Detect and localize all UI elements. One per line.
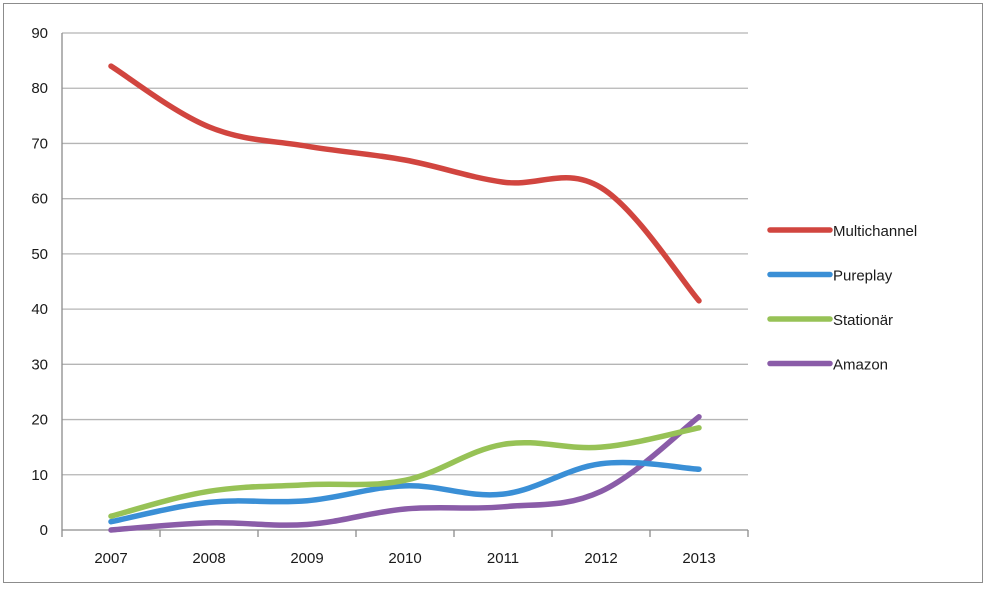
- x-tick-label: 2009: [290, 550, 323, 567]
- series-line-amazon: [108, 414, 702, 533]
- x-axis: 2007 2008 2009 2010 2011 2012 2013: [61, 529, 749, 567]
- x-tick-label: 2008: [192, 550, 225, 567]
- legend-label-station-r: Stationär: [833, 312, 893, 329]
- legend-label-pureplay: Pureplay: [833, 268, 893, 285]
- x-tick-label: 2013: [682, 550, 715, 567]
- legend: Multichannel Pureplay Stationär Amazon: [767, 223, 917, 374]
- y-tick-label: 10: [31, 467, 48, 484]
- y-axis: 0 10 20 30 40 50 60 70 80 90: [31, 25, 63, 539]
- chart-frame: [3, 3, 983, 583]
- gridlines: [62, 32, 748, 476]
- y-tick-label: 30: [31, 356, 48, 373]
- y-tick-label: 70: [31, 135, 48, 152]
- x-tick-label: 2012: [584, 550, 617, 567]
- series-lines: [108, 63, 702, 533]
- y-tick-label: 90: [31, 25, 48, 42]
- x-tick-label: 2011: [487, 550, 519, 567]
- y-tick-label: 80: [31, 80, 48, 97]
- series-line-multichannel: [108, 63, 702, 304]
- y-tick-label: 20: [31, 412, 48, 429]
- x-tick-label: 2007: [94, 550, 127, 567]
- y-tick-label: 40: [31, 301, 48, 318]
- y-tick-label: 50: [31, 246, 48, 263]
- x-tick-label: 2010: [388, 550, 421, 567]
- series-line-pureplay: [108, 459, 702, 525]
- y-tick-label: 60: [31, 191, 48, 208]
- series-line-station-r: [108, 425, 702, 519]
- legend-label-amazon: Amazon: [833, 357, 888, 374]
- legend-label-multichannel: Multichannel: [833, 223, 917, 240]
- y-tick-label: 0: [40, 522, 48, 539]
